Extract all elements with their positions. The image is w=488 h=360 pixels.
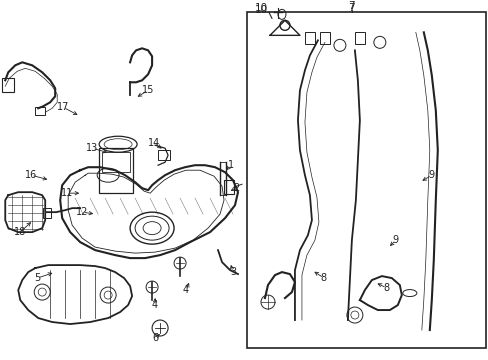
Text: 3: 3 <box>229 267 236 277</box>
Text: 10: 10 <box>254 3 267 13</box>
Bar <box>43 208 51 218</box>
Text: 6: 6 <box>152 333 158 343</box>
Text: 7: 7 <box>348 1 354 12</box>
Text: 8: 8 <box>320 273 326 283</box>
Text: 15: 15 <box>142 85 154 95</box>
Text: 9: 9 <box>392 235 398 245</box>
Text: 2: 2 <box>232 183 239 193</box>
Bar <box>224 180 234 194</box>
Text: 17: 17 <box>57 102 69 112</box>
Bar <box>2 78 14 92</box>
Text: 1: 1 <box>227 160 234 170</box>
Text: 4: 4 <box>183 285 189 295</box>
Text: 12: 12 <box>76 207 88 217</box>
Text: 5: 5 <box>34 273 41 283</box>
Text: 9: 9 <box>428 170 434 180</box>
Bar <box>35 107 45 115</box>
Text: 10: 10 <box>254 5 267 15</box>
Bar <box>102 152 130 172</box>
Bar <box>99 148 133 193</box>
Bar <box>158 150 170 160</box>
Text: 8: 8 <box>383 283 389 293</box>
Text: 14: 14 <box>148 138 160 148</box>
Bar <box>305 32 314 44</box>
Text: 13: 13 <box>86 143 98 153</box>
Text: 7: 7 <box>348 3 354 13</box>
Bar <box>246 12 485 348</box>
Text: 11: 11 <box>61 188 73 198</box>
Bar <box>354 32 364 44</box>
Text: 4: 4 <box>152 300 158 310</box>
Text: 18: 18 <box>14 227 26 237</box>
Bar <box>319 32 329 44</box>
Text: 16: 16 <box>25 170 37 180</box>
